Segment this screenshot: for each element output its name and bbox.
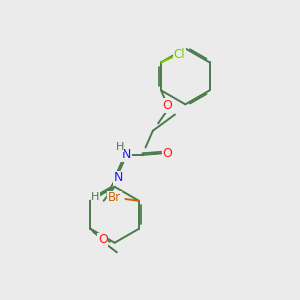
Text: Br: Br (108, 191, 121, 204)
Text: H: H (116, 142, 124, 152)
Text: N: N (122, 148, 131, 161)
Text: O: O (163, 99, 172, 112)
Text: Cl: Cl (174, 48, 185, 61)
Text: O: O (162, 147, 172, 160)
Text: H: H (91, 192, 100, 202)
Text: N: N (114, 171, 123, 184)
Text: O: O (98, 233, 108, 247)
